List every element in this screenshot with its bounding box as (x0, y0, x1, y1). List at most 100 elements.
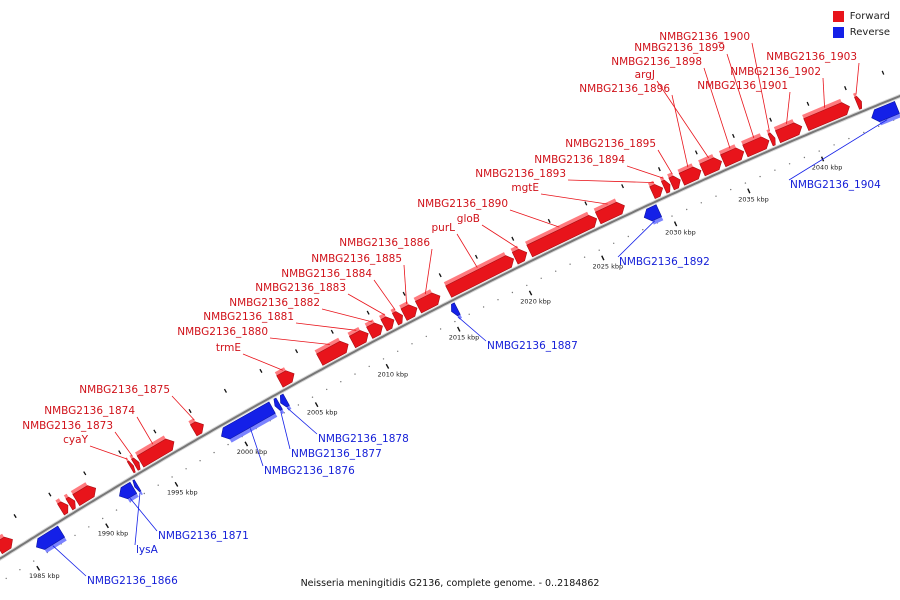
minor-tick (213, 451, 215, 454)
upper-tick (153, 429, 157, 434)
gene-bevel (0, 533, 5, 540)
tick-label: 1995 kbp (167, 488, 198, 496)
gene-NMBG2136_1877[interactable] (273, 397, 285, 414)
gene-body (276, 370, 295, 388)
minor-tick (613, 242, 615, 244)
gene-label: NMBG2136_1866 (87, 575, 178, 587)
gene-body (189, 421, 204, 437)
minor-tick (788, 163, 791, 165)
gene-body (65, 496, 76, 511)
gene-bevel (314, 337, 341, 354)
minor-tick (115, 509, 118, 511)
gene-NMBG2136_1903[interactable] (853, 92, 863, 110)
gene-NMBG2136_1871[interactable] (119, 481, 139, 503)
gene-NMBG2136_1886[interactable] (413, 289, 441, 314)
gene-NMBG2136_1874[interactable] (135, 435, 175, 468)
gene-NMBG2136_1881[interactable] (347, 327, 369, 349)
minor-tick (774, 169, 776, 171)
gene-bevel (274, 367, 286, 376)
gene-NMBG2136_1882[interactable] (364, 319, 383, 339)
upper-tick (511, 236, 515, 241)
tick-label: 2020 kbp (520, 297, 551, 305)
minor-tick (818, 150, 820, 152)
upper-tick (330, 329, 334, 334)
gene-body (273, 397, 283, 411)
gene-NMBG2136_1875[interactable] (188, 418, 204, 437)
gene-body (678, 166, 702, 186)
label-leader (250, 428, 264, 467)
upper-tick (621, 184, 624, 189)
gene-NMBG2136_1895[interactable] (667, 172, 681, 191)
gene-body (775, 122, 803, 144)
gene-body (132, 479, 142, 493)
gene-bevel (413, 289, 432, 302)
label-leader (703, 67, 731, 149)
gene-label: NMBG2136_1878 (318, 433, 409, 445)
major-tick (244, 441, 249, 447)
gene-body (316, 340, 349, 366)
upper-tick (83, 471, 87, 476)
minor-tick (33, 560, 35, 562)
gene-NMBG2136_1878[interactable] (279, 393, 292, 411)
label-leader (424, 248, 433, 295)
gene-body (871, 101, 900, 123)
gene-NMBG2136_1892[interactable] (643, 204, 664, 225)
gene-body (0, 536, 13, 555)
gene-NMBG2136_1880[interactable] (314, 337, 349, 366)
gene-NMBG2136_1899[interactable] (741, 133, 770, 158)
gene-label: purL (432, 222, 456, 234)
gene-features (0, 92, 900, 555)
label-leader (786, 91, 791, 124)
scale-ticks: 1985 kbp 1990 kbp 1995 kbp 2000 kbp 2005 kbp… (5, 70, 895, 580)
gene-mgtE[interactable] (593, 198, 625, 225)
gene-NMBG2136_1894[interactable] (659, 176, 671, 194)
label-leader (280, 411, 291, 450)
minor-tick (700, 202, 702, 204)
minor-tick (878, 125, 880, 128)
label-leader (269, 337, 330, 345)
gene-feature-2[interactable] (55, 498, 69, 516)
gene-NMBG2136_1890[interactable] (525, 211, 598, 258)
gene-trmE[interactable] (274, 367, 295, 388)
gene-NMBG2136_1893[interactable] (648, 180, 664, 199)
major-tick (601, 255, 605, 261)
gene-bevel (525, 211, 589, 246)
minor-tick (540, 277, 542, 279)
gene-NMBG2136_1896[interactable] (677, 163, 702, 186)
minor-tick (157, 484, 159, 486)
gene-NMBG2136_1884[interactable] (390, 308, 403, 326)
gene-body (36, 525, 66, 550)
gene-bevel (652, 216, 664, 225)
gene-feature-0[interactable] (0, 533, 13, 555)
gene-body (649, 184, 664, 199)
tick-label: 2015 kbp (449, 333, 480, 341)
gene-bevel (188, 418, 196, 425)
gene-argJ[interactable] (698, 154, 722, 177)
tick-label: 2010 kbp (377, 371, 408, 379)
gene-NMBG2136_1873[interactable] (129, 454, 141, 471)
tick-label: 2000 kbp (237, 448, 268, 456)
gene-NMBG2136_1901[interactable] (773, 119, 803, 144)
gene-lysA[interactable] (132, 479, 143, 496)
gene-NMBG2136_1904[interactable] (871, 101, 900, 126)
gene-NMBG2136_1876[interactable] (221, 401, 278, 443)
upper-tick (769, 117, 773, 122)
gene-purL[interactable] (443, 252, 515, 298)
gene-NMBG2136_1902[interactable] (802, 98, 850, 131)
label-leader (457, 316, 487, 342)
gene-NMBG2136_1887[interactable] (451, 302, 462, 320)
gene-label: NMBG2136_1873 (22, 420, 113, 432)
upper-tick (438, 273, 442, 278)
gene-NMBG2136_1866[interactable] (36, 525, 67, 553)
minor-tick (454, 320, 456, 323)
gene-bevel (593, 198, 617, 213)
gene-feature-4[interactable] (70, 482, 97, 507)
minor-tick (185, 468, 187, 470)
gene-NMBG2136_1898[interactable] (718, 144, 745, 168)
gene-NMBG2136_1900[interactable] (766, 129, 776, 147)
gene-feature-3[interactable] (63, 493, 76, 511)
gene-label: cyaY (63, 434, 88, 446)
minor-tick (382, 358, 385, 360)
upper-tick (657, 167, 661, 172)
label-leader (171, 395, 195, 421)
